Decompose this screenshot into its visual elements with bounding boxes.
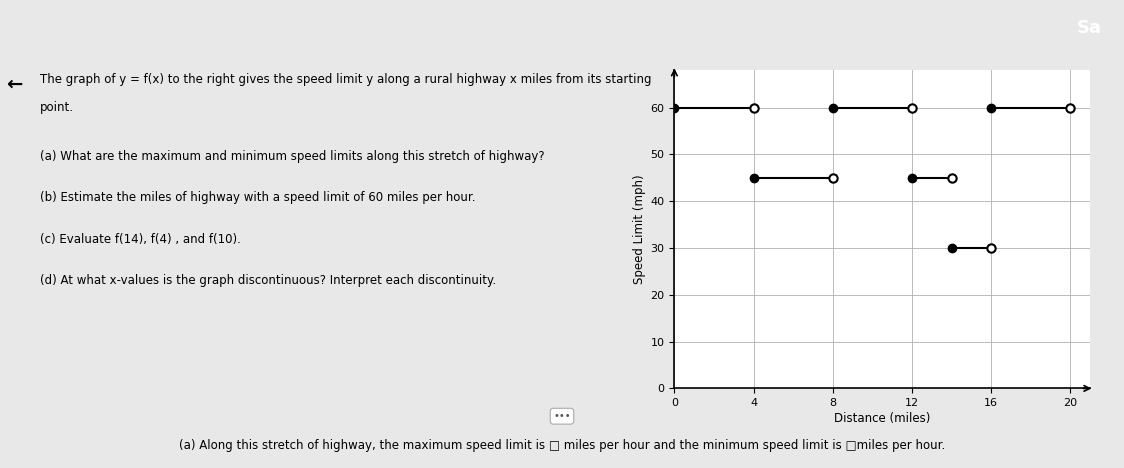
Y-axis label: Speed Limit (mph): Speed Limit (mph)	[634, 175, 646, 284]
X-axis label: Distance (miles): Distance (miles)	[834, 412, 931, 425]
Text: (a) What are the maximum and minimum speed limits along this stretch of highway?: (a) What are the maximum and minimum spe…	[40, 150, 544, 163]
Text: ←: ←	[6, 74, 22, 93]
Text: Sa: Sa	[1077, 19, 1102, 37]
Text: (b) Estimate the miles of highway with a speed limit of 60 miles per hour.: (b) Estimate the miles of highway with a…	[40, 191, 475, 204]
Text: The graph of y = f(x) to the right gives the speed limit y along a rural highway: The graph of y = f(x) to the right gives…	[40, 73, 652, 87]
Text: •••: •••	[553, 411, 571, 421]
Text: (d) At what x-values is the graph discontinuous? Interpret each discontinuity.: (d) At what x-values is the graph discon…	[40, 274, 496, 287]
Text: (a) Along this stretch of highway, the maximum speed limit is □ miles per hour a: (a) Along this stretch of highway, the m…	[179, 439, 945, 453]
Text: point.: point.	[40, 101, 74, 114]
Text: (c) Evaluate f(14), f(4) , and f(10).: (c) Evaluate f(14), f(4) , and f(10).	[40, 233, 241, 246]
